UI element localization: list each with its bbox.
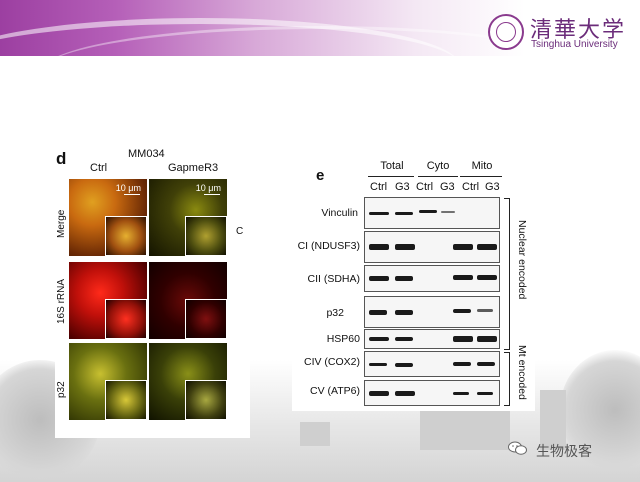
protein-label: CV (ATP6) bbox=[310, 385, 360, 397]
zoom-inset bbox=[185, 299, 227, 339]
blot-cii bbox=[364, 265, 500, 292]
group-line bbox=[418, 176, 458, 177]
panel-d-letter: d bbox=[56, 149, 67, 168]
side-letter: C bbox=[236, 226, 244, 237]
band bbox=[453, 392, 469, 395]
micrograph-p32-gapmer3 bbox=[149, 343, 227, 420]
band bbox=[395, 391, 415, 396]
zoom-inset bbox=[105, 216, 147, 256]
band bbox=[369, 391, 389, 396]
blot-ci bbox=[364, 231, 500, 263]
protein-label: Vinculin bbox=[321, 207, 358, 219]
band bbox=[477, 244, 497, 250]
blot-p32 bbox=[364, 296, 500, 328]
university-seal-icon bbox=[488, 14, 524, 50]
band bbox=[453, 362, 471, 366]
column-header-ctrl: Ctrl bbox=[90, 162, 108, 174]
panel-e-letter: e bbox=[316, 167, 325, 184]
zoom-inset bbox=[105, 299, 147, 339]
band bbox=[395, 244, 415, 250]
zoom-inset bbox=[185, 380, 227, 420]
category-nuclear: Nuclear encoded bbox=[516, 220, 528, 300]
protein-label: CI (NDUSF3) bbox=[297, 240, 360, 252]
band bbox=[441, 211, 455, 213]
band bbox=[395, 337, 413, 341]
lane-label: G3 bbox=[485, 181, 500, 193]
band bbox=[477, 309, 493, 312]
band bbox=[477, 275, 497, 280]
lane-label: Ctrl bbox=[370, 181, 388, 193]
band bbox=[419, 210, 437, 213]
group-line bbox=[368, 176, 414, 177]
band bbox=[453, 275, 473, 280]
header-banner bbox=[0, 0, 640, 56]
band bbox=[369, 363, 387, 366]
university-name-cn: 清華大学 bbox=[530, 18, 627, 43]
band bbox=[477, 362, 495, 366]
group-line bbox=[460, 176, 502, 177]
category-mt: Mt encoded bbox=[516, 345, 528, 400]
zoom-inset bbox=[185, 216, 227, 256]
protein-label: CIV (COX2) bbox=[303, 356, 360, 368]
blot-civ bbox=[364, 351, 500, 377]
band bbox=[453, 244, 473, 250]
protein-label: HSP60 bbox=[326, 333, 360, 345]
band bbox=[477, 392, 493, 395]
micrograph-merge-gapmer3: 10 μm bbox=[149, 179, 227, 256]
micrograph-16s-gapmer3 bbox=[149, 262, 227, 339]
blot-hsp60 bbox=[364, 329, 500, 349]
lane-label: Ctrl bbox=[416, 181, 434, 193]
band bbox=[369, 244, 389, 250]
band bbox=[453, 336, 473, 342]
band bbox=[369, 212, 389, 215]
band bbox=[395, 276, 413, 281]
micrograph-p32-ctrl bbox=[69, 343, 147, 420]
university-name-en: Tsinghua University bbox=[531, 39, 618, 50]
micrograph-merge-ctrl: 10 μm bbox=[69, 179, 147, 256]
band bbox=[395, 363, 413, 367]
blot-vinculin bbox=[364, 197, 500, 229]
bracket-mt bbox=[504, 352, 510, 406]
micrograph-16s-ctrl bbox=[69, 262, 147, 339]
cell-line-label: MM034 bbox=[128, 148, 165, 160]
blot-cv bbox=[364, 380, 500, 406]
scale-bar: 10 μm bbox=[195, 183, 221, 193]
column-header-gapmer3: GapmeR3 bbox=[168, 162, 219, 174]
lane-label: G3 bbox=[440, 181, 455, 193]
group-cyto: Cyto bbox=[426, 160, 450, 172]
band bbox=[477, 336, 497, 342]
zoom-inset bbox=[105, 380, 147, 420]
band bbox=[395, 212, 413, 215]
bracket-nuclear bbox=[504, 198, 510, 350]
banner-wave bbox=[40, 26, 600, 56]
band bbox=[453, 309, 471, 313]
row-label-16s: 16S rRNA bbox=[56, 278, 67, 324]
group-mito: Mito bbox=[471, 160, 493, 172]
row-label-p32: p32 bbox=[56, 381, 67, 398]
watermark-text: 生物极客 bbox=[536, 443, 592, 459]
lane-label: Ctrl bbox=[462, 181, 480, 193]
band bbox=[369, 310, 387, 315]
lane-label: G3 bbox=[395, 181, 410, 193]
band bbox=[369, 337, 389, 341]
banner-wave bbox=[0, 18, 460, 56]
band bbox=[395, 310, 413, 315]
row-label-merge: Merge bbox=[56, 209, 67, 238]
wechat-icon bbox=[508, 441, 527, 455]
band bbox=[369, 276, 389, 281]
scale-bar: 10 μm bbox=[115, 183, 141, 193]
protein-label: p32 bbox=[326, 307, 344, 319]
protein-label: CII (SDHA) bbox=[307, 273, 361, 285]
group-total: Total bbox=[380, 160, 404, 172]
